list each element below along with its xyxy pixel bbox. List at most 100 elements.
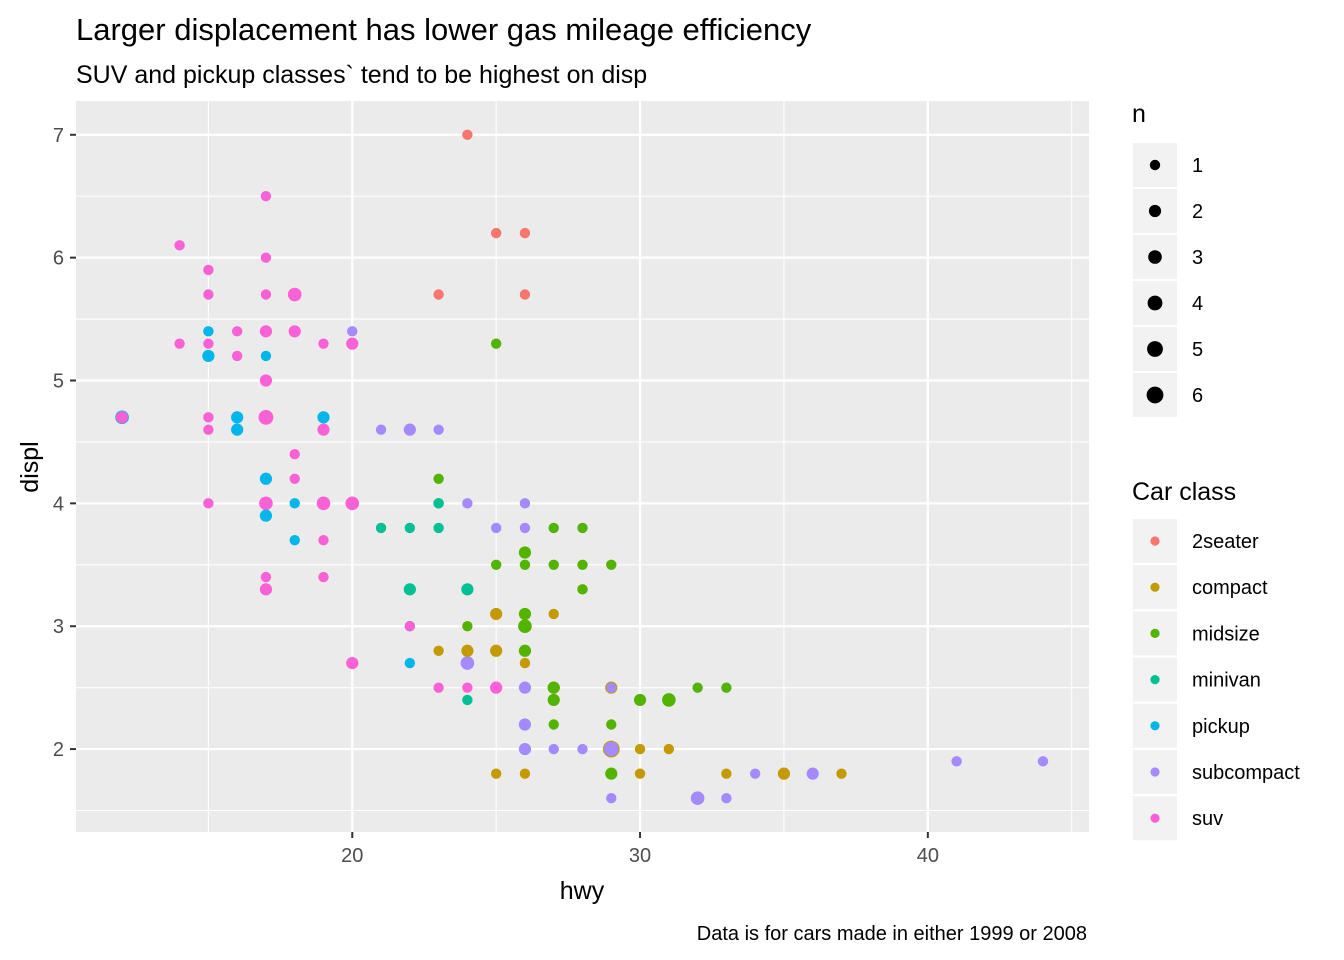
- data-point-midsize: [547, 681, 560, 694]
- color-legend-title: Car class: [1132, 478, 1236, 506]
- data-point-compact: [777, 767, 791, 780]
- size-legend-label: 6: [1192, 385, 1203, 407]
- data-point-midsize: [633, 693, 647, 707]
- data-point-subcompact: [548, 743, 559, 755]
- data-point-suv: [346, 337, 359, 350]
- data-point-midsize: [433, 473, 444, 484]
- data-point-suv: [174, 338, 185, 349]
- size-legend: n 1 2 3 4 5 6: [1132, 100, 1203, 417]
- color-legend: Car class 2seater compact midsize minivan pi…: [1132, 478, 1300, 841]
- data-point-suv: [231, 350, 243, 362]
- color-legend-dot-compact: [1150, 582, 1160, 592]
- data-point-subcompact: [603, 741, 619, 757]
- data-point-suv: [289, 449, 300, 460]
- data-point-pickup: [202, 349, 215, 363]
- size-legend-dot: [1146, 386, 1164, 404]
- data-point-2seater: [433, 289, 444, 300]
- data-point-suv: [260, 191, 272, 202]
- data-point-subcompact: [519, 522, 531, 534]
- data-point-midsize: [490, 559, 502, 570]
- data-point-suv: [346, 656, 359, 670]
- data-point-midsize: [518, 607, 532, 621]
- size-legend-label: 5: [1192, 339, 1203, 361]
- data-point-suv: [260, 571, 272, 583]
- chart-title: Larger displacement has lower gas mileag…: [76, 12, 812, 47]
- data-point-subcompact: [690, 791, 705, 806]
- data-point-subcompact: [606, 793, 617, 804]
- y-tick-label: 3: [53, 616, 64, 638]
- data-point-subcompact: [806, 767, 819, 780]
- chart-caption: Data is for cars made in either 1999 or …: [697, 923, 1087, 945]
- x-tick-label: 40: [917, 845, 939, 867]
- chart-subtitle: SUV and pickup classes` tend to be highe…: [76, 61, 647, 89]
- data-point-subcompact: [462, 498, 473, 509]
- data-point-midsize: [490, 338, 502, 349]
- data-point-suv: [203, 412, 214, 423]
- data-point-suv: [433, 682, 444, 693]
- data-point-midsize: [548, 559, 559, 570]
- data-point-suv: [462, 682, 473, 693]
- data-point-pickup: [231, 411, 244, 424]
- data-point-subcompact: [518, 742, 532, 756]
- color-legend-label-subcompact: subcompact: [1192, 762, 1300, 784]
- data-point-minivan: [461, 583, 474, 596]
- data-point-subcompact: [375, 424, 387, 435]
- data-point-midsize: [662, 693, 676, 707]
- data-point-suv: [345, 496, 360, 511]
- data-point-suv: [203, 338, 214, 349]
- data-point-2seater: [490, 227, 502, 239]
- data-point-midsize: [462, 621, 473, 632]
- data-point-suv: [259, 496, 273, 511]
- y-axis: 2 3 4 5 6 7: [53, 125, 76, 761]
- color-legend-dot-subcompact: [1150, 767, 1160, 777]
- data-point-suv: [203, 498, 214, 509]
- data-point-midsize: [518, 546, 532, 559]
- data-point-pickup: [289, 535, 300, 546]
- data-point-suv: [404, 621, 416, 632]
- size-legend-dot: [1148, 204, 1162, 218]
- x-tick-label: 30: [629, 845, 651, 867]
- data-point-suv: [289, 473, 300, 484]
- color-legend-dot-pickup: [1150, 721, 1160, 731]
- data-point-suv: [259, 374, 273, 387]
- data-point-minivan: [403, 583, 416, 596]
- data-point-suv: [203, 264, 214, 276]
- data-point-minivan: [375, 522, 387, 534]
- x-axis-title: hwy: [560, 877, 605, 905]
- data-point-suv: [259, 325, 273, 338]
- data-point-midsize: [519, 559, 531, 570]
- size-legend-dot: [1148, 250, 1162, 264]
- data-point-compact: [548, 608, 559, 620]
- data-point-midsize: [547, 693, 560, 707]
- data-point-midsize: [692, 682, 703, 693]
- data-point-suv: [316, 496, 331, 511]
- plot-panel: [76, 101, 1089, 832]
- color-legend-dot-2seater: [1150, 536, 1160, 546]
- color-legend-label-2seater: 2seater: [1192, 531, 1259, 553]
- color-legend-dot-suv: [1150, 813, 1160, 823]
- color-legend-label-compact: compact: [1192, 577, 1268, 599]
- data-point-suv: [258, 409, 274, 425]
- y-tick-label: 4: [53, 493, 64, 515]
- size-legend-label: 3: [1192, 247, 1203, 269]
- size-legend-label: 4: [1192, 293, 1203, 315]
- data-point-pickup: [404, 657, 416, 669]
- data-point-compact: [836, 768, 847, 779]
- data-point-subcompact: [403, 423, 416, 436]
- data-point-midsize: [548, 719, 559, 730]
- color-legend-label-minivan: minivan: [1192, 670, 1261, 692]
- y-axis-title: displ: [16, 441, 44, 492]
- data-point-pickup: [260, 350, 272, 362]
- data-point-compact: [519, 657, 531, 669]
- size-legend-dot: [1147, 295, 1163, 311]
- data-point-suv: [318, 338, 329, 349]
- data-point-midsize: [605, 767, 618, 780]
- grid-minor: [76, 101, 1089, 832]
- data-point-compact: [721, 768, 732, 779]
- data-point-compact: [663, 743, 675, 755]
- data-point-suv: [318, 535, 329, 546]
- size-legend-label: 1: [1192, 155, 1203, 177]
- data-point-suv: [490, 681, 503, 694]
- data-point-minivan: [404, 522, 416, 534]
